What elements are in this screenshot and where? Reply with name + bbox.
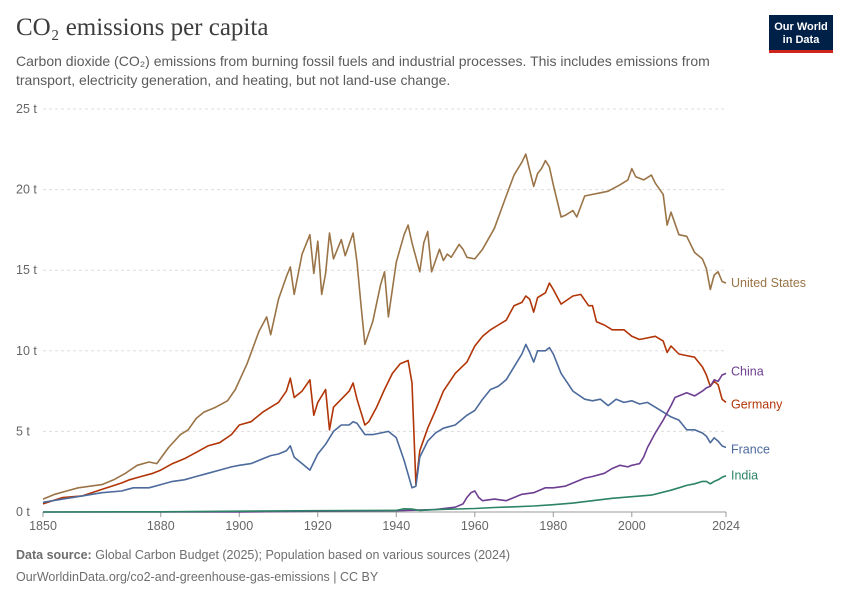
chart-title: CO₂ emissions per capita	[16, 14, 269, 41]
owid-logo[interactable]: Our World in Data	[769, 15, 833, 53]
x-tick-label: 1900	[225, 519, 253, 533]
y-tick-label: 15 t	[16, 263, 37, 277]
x-tick-label: 1960	[461, 519, 489, 533]
series-line-germany	[42, 282, 727, 505]
x-tick-label: 2000	[618, 519, 646, 533]
series-label: China	[731, 364, 764, 378]
chart-subtitle: Carbon dioxide (CO₂) emissions from burn…	[16, 53, 710, 88]
series-line-china	[43, 372, 727, 513]
x-tick-label: 1940	[382, 519, 410, 533]
series-label: United States	[731, 276, 806, 290]
x-tick-label: 1880	[147, 519, 175, 533]
series-label: India	[731, 469, 758, 483]
source-text: Global Carbon Budget (2025); Population …	[95, 548, 511, 562]
source-label: Data source:	[16, 548, 92, 562]
y-tick-label: 10 t	[16, 344, 37, 358]
y-tick-label: 0 t	[16, 505, 30, 519]
series-label: Germany	[731, 397, 783, 411]
source-url[interactable]: OurWorldinData.org/co2-and-greenhouse-ga…	[16, 570, 379, 584]
logo-line-2: in Data	[782, 34, 820, 46]
series-line-india	[42, 474, 727, 513]
series-line-france	[42, 343, 727, 504]
series-label: France	[731, 443, 770, 457]
y-tick-label: 5 t	[16, 424, 30, 438]
x-tick-label: 2024	[712, 519, 740, 533]
source-note: Data source: Global Carbon Budget (2025)…	[16, 548, 510, 562]
x-tick-label: 1980	[539, 519, 567, 533]
x-tick-label: 1850	[29, 519, 57, 533]
y-tick-label: 25 t	[16, 102, 37, 116]
y-tick-label: 20 t	[16, 183, 37, 197]
x-tick-label: 1920	[304, 519, 332, 533]
logo-line-1: Our World	[774, 21, 828, 33]
series-line-united-states	[42, 153, 727, 500]
